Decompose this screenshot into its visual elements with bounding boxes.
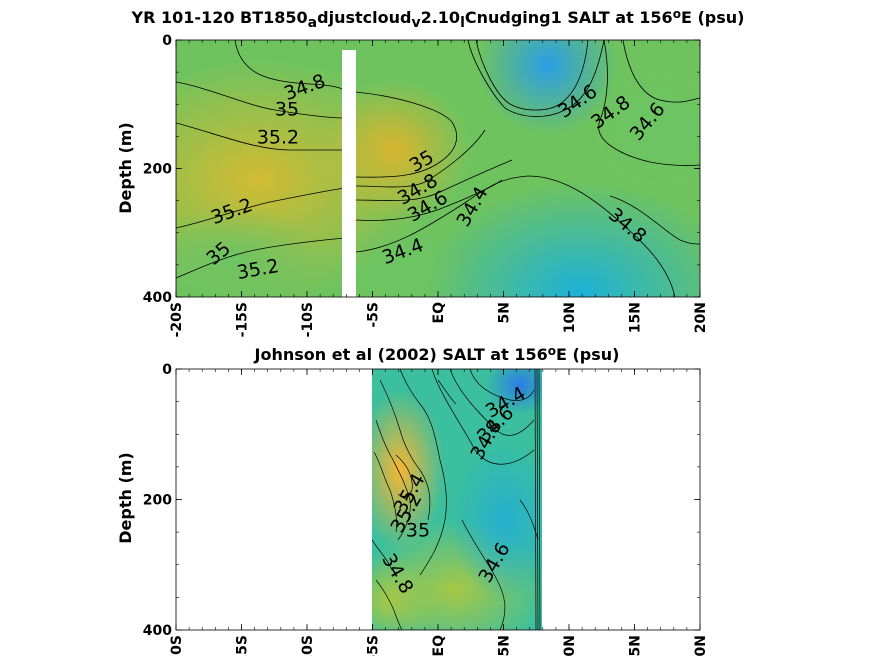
model-data-gap bbox=[342, 50, 356, 297]
model-contour-lines bbox=[176, 40, 700, 297]
model-x-tick-label: 10N bbox=[562, 302, 578, 333]
model-salinity-field bbox=[176, 40, 700, 297]
observed-x-tick-label: 10N bbox=[562, 635, 578, 656]
observed-x-tick-label: -5S bbox=[366, 635, 382, 656]
model-y-tick-label: 200 bbox=[143, 162, 172, 178]
observed-x-tick-label: 15N bbox=[628, 635, 644, 656]
model-x-axis: -20S -15S -10S -5S EQ 5N 10N 15N 20N bbox=[169, 40, 709, 337]
model-y-tick-label: 400 bbox=[143, 290, 172, 306]
observed-chart-title: Johnson et al (2002) SALT at 156oE (psu) bbox=[254, 344, 620, 364]
model-y-tick-label: 0 bbox=[162, 33, 172, 49]
model-salinity-panel: YR 101-120 BT1850adjustcloudv2.10lCnudgi… bbox=[116, 7, 745, 337]
observed-y-tick-label: 400 bbox=[143, 623, 172, 639]
model-x-tick-label: -10S bbox=[300, 302, 316, 337]
model-y-axis: 0 200 400 bbox=[143, 33, 700, 306]
observed-salinity-panel: Johnson et al (2002) SALT at 156oE (psu) bbox=[116, 344, 709, 656]
model-y-axis-label: Depth (m) bbox=[116, 122, 135, 214]
observed-contour-label: 35 bbox=[406, 520, 430, 542]
observed-salinity-field bbox=[372, 369, 542, 630]
model-chart-title: YR 101-120 BT1850adjustcloudv2.10lCnudgi… bbox=[131, 7, 745, 31]
observed-contour-lines bbox=[372, 369, 541, 630]
model-x-tick-label: -20S bbox=[169, 302, 185, 337]
observed-y-axis-label: Depth (m) bbox=[116, 452, 135, 544]
model-x-tick-label: EQ bbox=[431, 302, 447, 324]
model-x-tick-label: 20N bbox=[693, 302, 709, 333]
model-x-tick-label: 15N bbox=[628, 302, 644, 333]
observed-y-tick-label: 200 bbox=[143, 493, 172, 509]
model-x-tick-label: 5N bbox=[497, 302, 513, 323]
model-x-tick-label: -5S bbox=[366, 302, 382, 328]
observed-y-tick-label: 0 bbox=[162, 362, 172, 378]
observed-x-tick-label: -15S bbox=[235, 635, 251, 656]
observed-x-tick-label: -20S bbox=[169, 635, 185, 656]
observed-x-tick-label: EQ bbox=[431, 635, 447, 656]
observed-x-tick-label: 5N bbox=[497, 635, 513, 656]
observed-y-axis: 0 200 400 bbox=[143, 362, 700, 639]
model-x-tick-label: -15S bbox=[235, 302, 251, 337]
model-contour-label: 35.2 bbox=[257, 127, 299, 149]
observed-x-tick-label: -10S bbox=[300, 635, 316, 656]
model-contour-label: 35 bbox=[275, 99, 299, 121]
observed-x-tick-label: 20N bbox=[693, 635, 709, 656]
observed-x-axis: -20S -15S -10S -5S EQ 5N 10N 15N 20N bbox=[169, 369, 709, 656]
